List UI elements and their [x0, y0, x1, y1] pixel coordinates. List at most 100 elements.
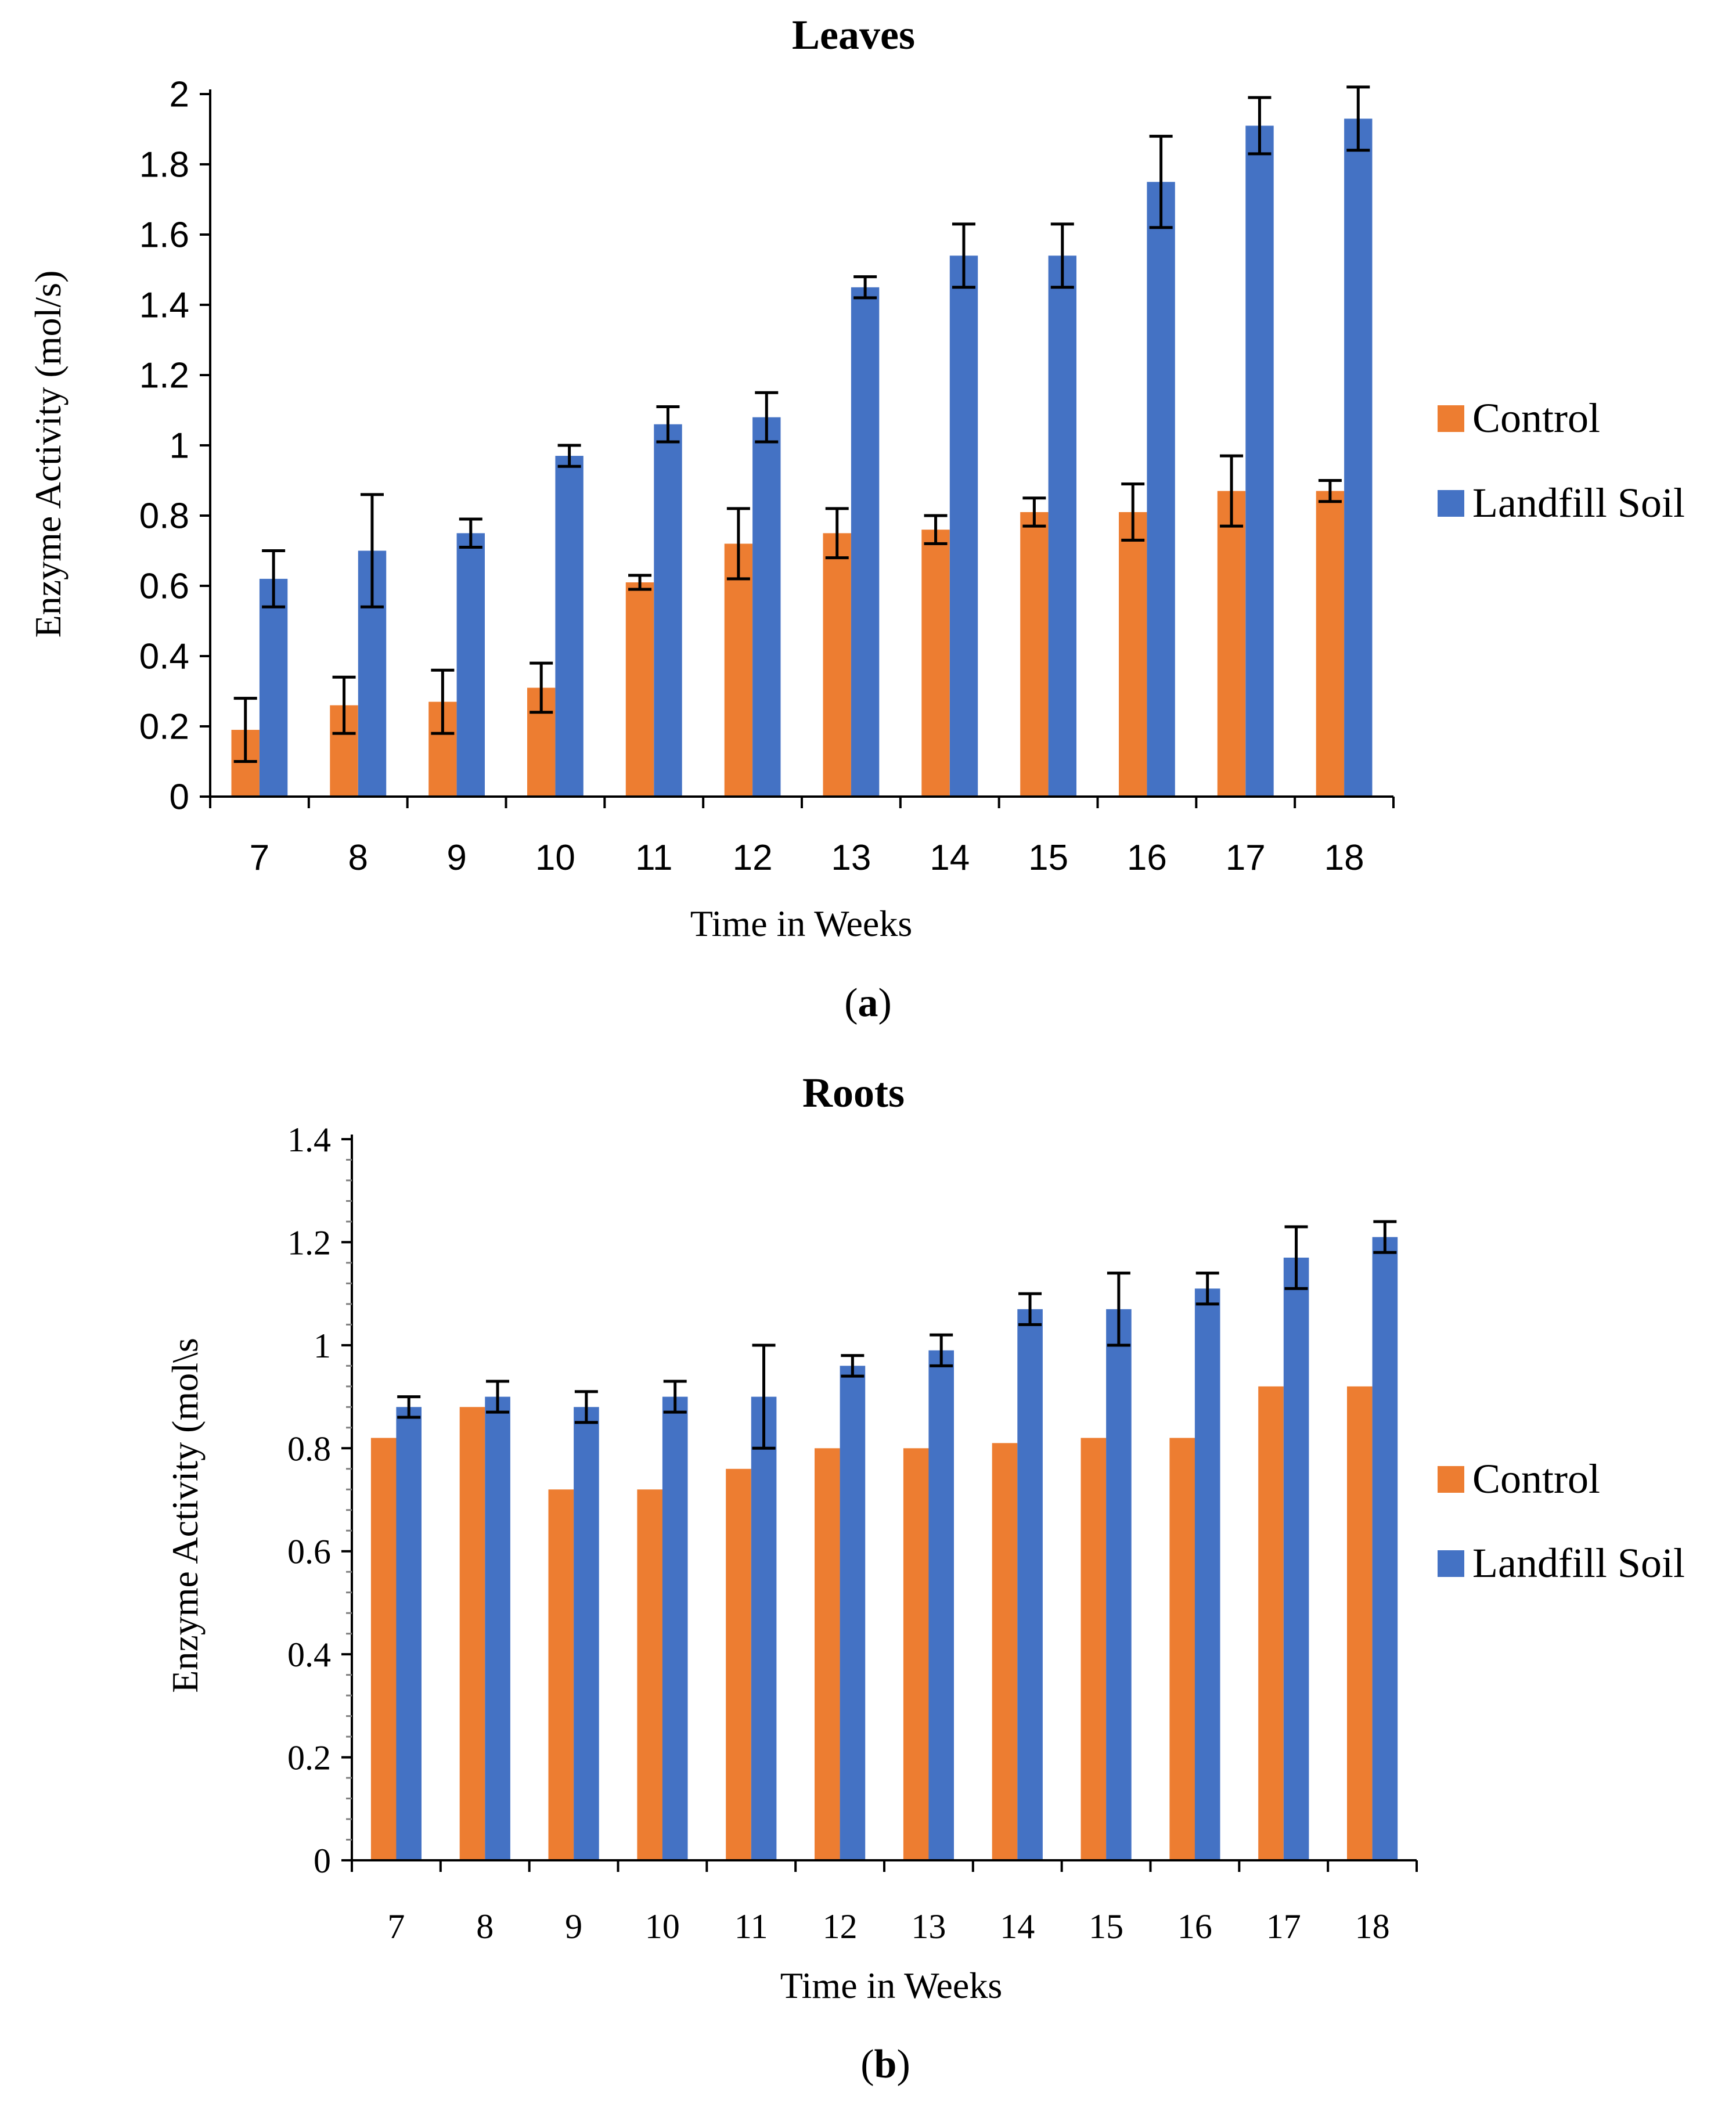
bar-landfill-soil-week-14 — [949, 255, 978, 797]
bar-control-week-16 — [1169, 1438, 1195, 1860]
bar-landfill-soil-week-10 — [662, 1396, 688, 1860]
bar-control-week-8 — [459, 1407, 485, 1860]
legend-swatch-landfill-soil — [1438, 490, 1464, 517]
y-tick-label: 1.4 — [287, 1121, 331, 1159]
x-tick-label: 11 — [635, 838, 672, 878]
x-tick-label: 15 — [1028, 838, 1068, 878]
y-tick-label: 0.6 — [139, 567, 189, 607]
bar-landfill-soil-week-17 — [1283, 1258, 1309, 1860]
error-bar-landfill-soil-week-15 — [1107, 1272, 1130, 1347]
x-tick-label: 13 — [911, 1907, 946, 1946]
x-tick-label: 11 — [734, 1907, 768, 1946]
bar-landfill-soil-week-8 — [485, 1396, 510, 1860]
bars — [370, 1237, 1398, 1860]
bar-control-week-14 — [921, 530, 950, 797]
x-tick-label: 7 — [387, 1907, 405, 1946]
error-bar-control-week-13 — [825, 507, 849, 560]
error-bars — [397, 1220, 1397, 1450]
error-bar-landfill-soil-week-11 — [752, 1344, 776, 1450]
x-tick-label: 12 — [823, 1907, 858, 1946]
bar-landfill-soil-week-14 — [1017, 1309, 1043, 1860]
chart-title: Leaves — [792, 12, 915, 58]
error-bar-control-week-9 — [431, 668, 455, 735]
y-tick-label: 0.4 — [287, 1636, 331, 1674]
x-tick-label: 9 — [565, 1907, 582, 1946]
legend-label-landfill-soil: Landfill Soil — [1472, 1540, 1685, 1586]
bar-landfill-soil-week-7 — [259, 578, 288, 797]
error-bar-landfill-soil-week-18 — [1373, 1220, 1397, 1254]
bar-control-week-12 — [724, 543, 753, 797]
error-bar-landfill-soil-week-15 — [1050, 222, 1074, 289]
y-tick-label: 1.6 — [139, 215, 189, 255]
error-bar-landfill-soil-week-11 — [656, 405, 680, 444]
bar-landfill-soil-week-18 — [1344, 118, 1373, 797]
x-tick-label: 14 — [930, 838, 970, 878]
x-tick-label: 16 — [1177, 1907, 1212, 1946]
error-bar-control-week-11 — [628, 574, 652, 591]
y-tick-label: 0.6 — [287, 1533, 331, 1571]
x-tick-label: 9 — [446, 838, 466, 878]
x-tick-label: 10 — [535, 838, 575, 878]
error-bar-landfill-soil-week-7 — [397, 1395, 421, 1419]
bar-landfill-soil-week-18 — [1372, 1237, 1398, 1860]
panel-caption: (a) — [844, 981, 892, 1025]
error-bar-landfill-soil-week-18 — [1346, 85, 1370, 152]
error-bar-landfill-soil-week-7 — [262, 549, 286, 608]
legend-label-landfill-soil: Landfill Soil — [1472, 480, 1685, 526]
x-tick-label: 8 — [348, 838, 368, 878]
error-bar-landfill-soil-week-17 — [1284, 1225, 1308, 1290]
bar-control-week-13 — [903, 1448, 929, 1860]
x-tick-label: 8 — [476, 1907, 494, 1946]
error-bar-landfill-soil-week-9 — [459, 517, 482, 549]
error-bar-landfill-soil-week-10 — [557, 444, 581, 468]
x-tick-label: 18 — [1355, 1907, 1390, 1946]
error-bar-control-week-17 — [1220, 454, 1244, 528]
bar-landfill-soil-week-13 — [928, 1350, 954, 1860]
leaves-chart: Leaves Enzyme Activity (mol/s) Time in W… — [27, 12, 1685, 1025]
error-bar-control-week-8 — [332, 675, 356, 735]
chart-title: Roots — [802, 1069, 905, 1116]
error-bar-landfill-soil-week-16 — [1149, 135, 1173, 229]
legend-swatch-landfill-soil — [1438, 1550, 1464, 1577]
bar-landfill-soil-week-10 — [555, 456, 584, 797]
bar-landfill-soil-week-11 — [751, 1396, 777, 1860]
y-tick-label: 1 — [314, 1327, 331, 1365]
error-bar-landfill-soil-week-8 — [486, 1380, 510, 1414]
x-tick-label: 17 — [1266, 1907, 1301, 1946]
bar-control-week-9 — [548, 1489, 574, 1860]
bar-landfill-soil-week-17 — [1245, 125, 1274, 797]
error-bars — [233, 85, 1370, 763]
y-tick-label: 0.2 — [287, 1739, 331, 1777]
bar-control-week-11 — [726, 1468, 751, 1860]
error-bar-landfill-soil-week-9 — [574, 1390, 598, 1424]
error-bar-landfill-soil-week-12 — [755, 391, 779, 444]
bar-control-week-12 — [815, 1448, 840, 1860]
x-ticks: 7 8 9 10 11 12 13 14 15 16 17 18 — [209, 797, 1395, 878]
legend-swatch-control — [1438, 1466, 1464, 1493]
x-tick-label: 12 — [733, 838, 773, 878]
error-bar-landfill-soil-week-12 — [841, 1354, 865, 1378]
axes — [209, 89, 1393, 798]
roots-chart: Roots Enzyme Activity (mol\s Time in Wee… — [164, 1069, 1685, 2087]
error-bar-landfill-soil-week-13 — [853, 275, 877, 300]
bar-control-week-13 — [823, 533, 851, 797]
y-tick-label: 1.8 — [139, 145, 189, 185]
bar-landfill-soil-week-12 — [840, 1366, 866, 1860]
bar-landfill-soil-week-11 — [654, 424, 682, 797]
bar-control-week-15 — [1081, 1438, 1107, 1860]
panel-caption: (b) — [860, 2042, 910, 2087]
x-axis-label: Time in Weeks — [690, 903, 912, 944]
bar-control-week-16 — [1119, 512, 1147, 797]
error-bar-landfill-soil-week-13 — [930, 1333, 953, 1367]
y-axis-label: Enzyme Activity (mol/s) — [27, 271, 69, 638]
bar-control-week-14 — [992, 1443, 1018, 1860]
error-bar-control-week-16 — [1121, 482, 1145, 542]
error-bar-landfill-soil-week-16 — [1195, 1272, 1219, 1306]
y-ticks: 0 0.2 0.4 0.6 0.8 1 1.2 1.4 — [287, 1121, 352, 1880]
bars — [231, 118, 1373, 797]
axes — [351, 1135, 1417, 1861]
error-bar-landfill-soil-week-10 — [663, 1380, 687, 1414]
y-tick-label: 0.8 — [287, 1429, 331, 1468]
bar-control-week-15 — [1020, 512, 1049, 797]
bar-landfill-soil-week-13 — [851, 287, 880, 797]
